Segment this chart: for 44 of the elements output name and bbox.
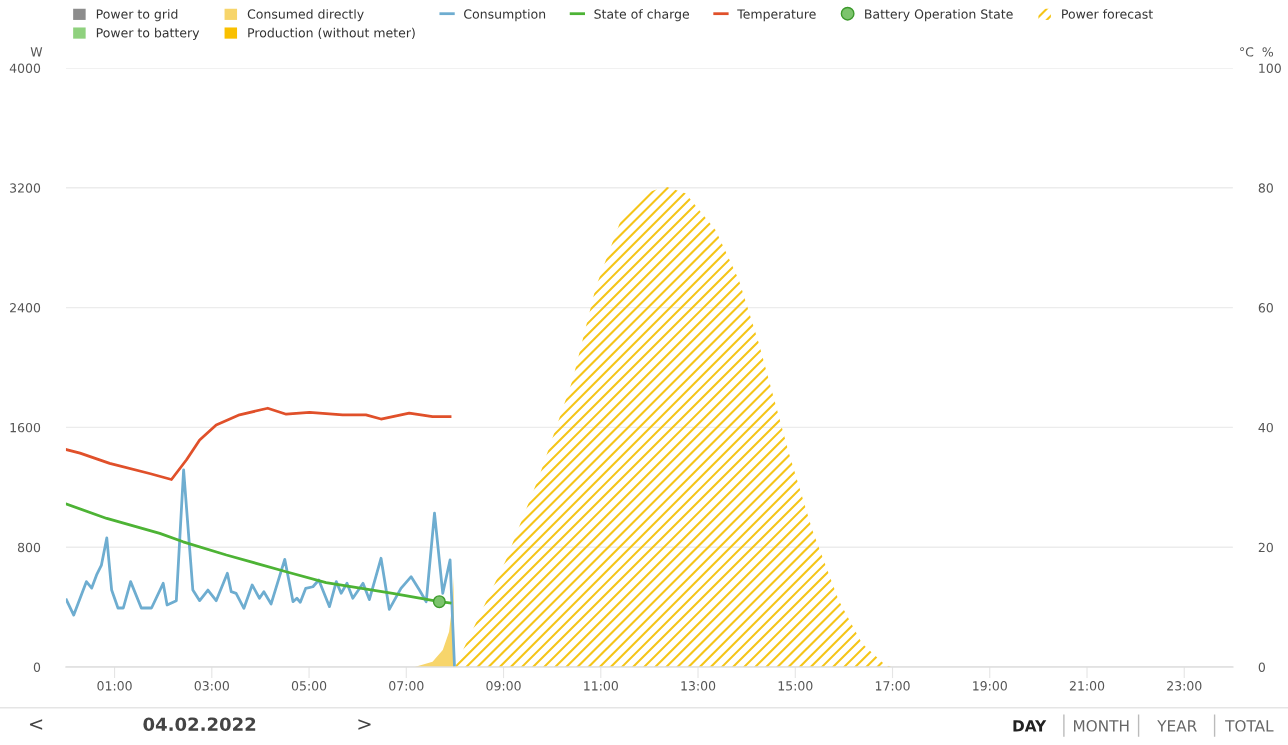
x-tick-label: 03:00 bbox=[194, 681, 229, 691]
line-series bbox=[65, 406, 452, 481]
legend-label: Consumption bbox=[464, 9, 546, 22]
x-tick-label: 23:00 bbox=[1167, 681, 1202, 691]
text: 04.02.2022 bbox=[143, 717, 256, 732]
y-tick-label: 1600 bbox=[10, 422, 41, 433]
legend-label: Battery Operation State bbox=[865, 9, 1013, 22]
x-tick-label: 21:00 bbox=[1069, 681, 1105, 691]
x-tick-label: 13:00 bbox=[681, 681, 716, 691]
line-series bbox=[65, 468, 456, 667]
y2-tick-label: 60 bbox=[1258, 303, 1273, 313]
y-tick-label: 800 bbox=[17, 542, 41, 553]
y-tick-label: 2400 bbox=[10, 303, 41, 313]
y2-tick-label: 20 bbox=[1258, 542, 1273, 553]
x-tick-label: 09:00 bbox=[486, 681, 521, 691]
x-tick-label: 05:00 bbox=[291, 681, 327, 691]
legend-label: Power to battery bbox=[96, 27, 200, 40]
legend-label: Consumed directly bbox=[247, 9, 364, 22]
y-tick-label: 0 bbox=[33, 662, 41, 672]
legend-label: Power to grid bbox=[96, 9, 178, 22]
x-tick-label: 15:00 bbox=[778, 681, 813, 691]
x-tick-label: 07:00 bbox=[389, 681, 424, 691]
legend-label: Production (without meter) bbox=[248, 27, 415, 39]
text: DAY bbox=[1013, 720, 1047, 732]
y-tick-label: 4000 bbox=[9, 63, 41, 73]
legend-label: State of charge bbox=[594, 9, 690, 22]
y2-tick-label: 80 bbox=[1258, 183, 1273, 193]
legend-label: Power forecast bbox=[1062, 9, 1153, 19]
x-tick-label: 11:00 bbox=[584, 681, 618, 691]
y-tick-label: 3200 bbox=[10, 183, 41, 193]
text: < bbox=[29, 719, 43, 730]
legend-label: Temperature bbox=[737, 9, 816, 22]
y2-tick-label: 100 bbox=[1259, 63, 1281, 73]
text: MONTH bbox=[1074, 720, 1129, 732]
x-tick-label: 01:00 bbox=[97, 681, 132, 691]
text: > bbox=[358, 719, 371, 730]
y2-tick-label: 0 bbox=[1258, 662, 1265, 672]
y2-tick-label: 40 bbox=[1258, 422, 1273, 433]
y-axis-title: W bbox=[30, 47, 43, 57]
x-tick-label: 17:00 bbox=[875, 681, 910, 691]
y2-axis-title: °C % bbox=[1240, 47, 1274, 57]
text: TOTAL bbox=[1225, 720, 1274, 732]
x-tick-label: 19:00 bbox=[973, 681, 1007, 691]
text: YEAR bbox=[1157, 720, 1197, 732]
